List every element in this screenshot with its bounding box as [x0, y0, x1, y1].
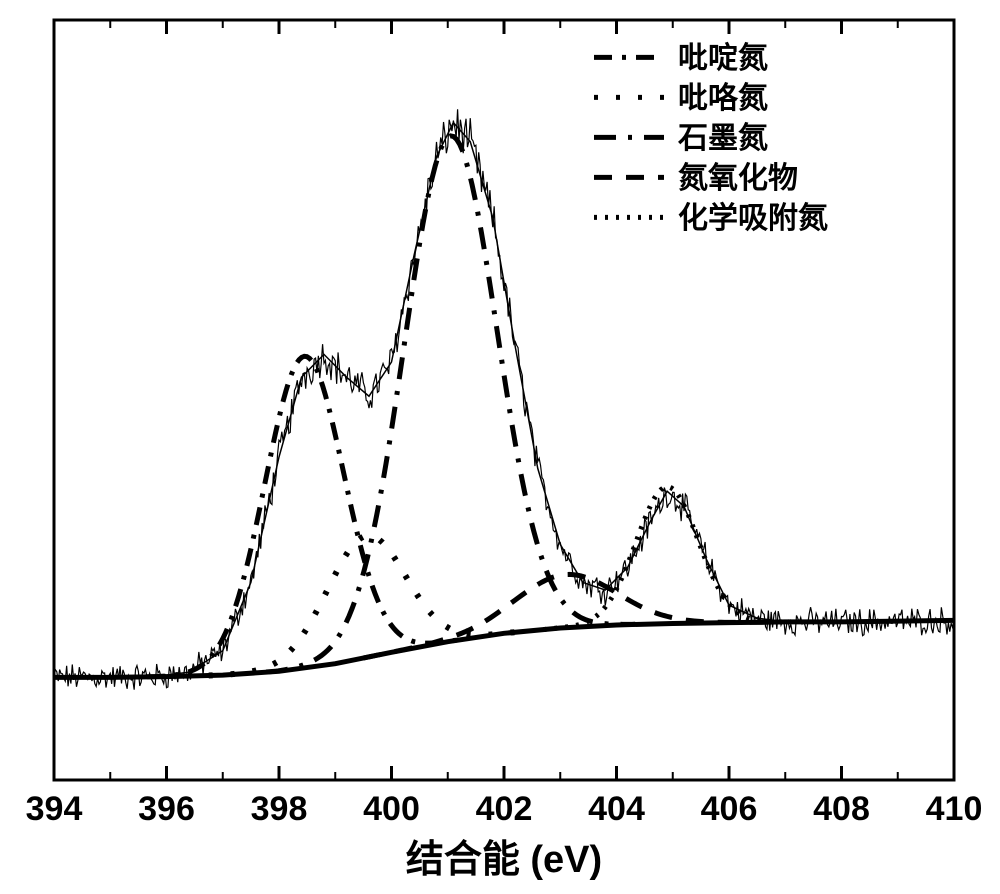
x-tick-label: 402	[476, 790, 533, 828]
legend-label-graphitic: 石墨氮	[677, 122, 768, 155]
x-tick-label: 410	[926, 790, 983, 828]
x-tick-label: 404	[588, 790, 645, 828]
x-tick-label: 394	[26, 790, 83, 828]
x-tick-label: 406	[701, 790, 758, 828]
legend-label-pyridinic: 吡啶氮	[678, 42, 768, 75]
xps-chart-svg: 394 396 398 400 402 404 406 408 410 结合能 (eV) 吡啶氮吡咯…	[0, 0, 1000, 894]
legend-label-chemisorbed: 化学吸附氮	[678, 201, 828, 235]
legend-label-pyrrolic: 吡咯氮	[678, 82, 768, 115]
x-tick-label: 400	[363, 790, 420, 828]
x-tick-label: 408	[813, 790, 870, 828]
x-tick-label: 396	[138, 790, 195, 828]
x-tick-label: 398	[251, 790, 308, 828]
xps-chart-container: 394 396 398 400 402 404 406 408 410 结合能 (eV) 吡啶氮吡咯…	[0, 0, 1000, 894]
legend-label-oxide: 氮氧化物	[678, 162, 798, 195]
x-axis-title: 结合能 (eV)	[406, 839, 602, 881]
